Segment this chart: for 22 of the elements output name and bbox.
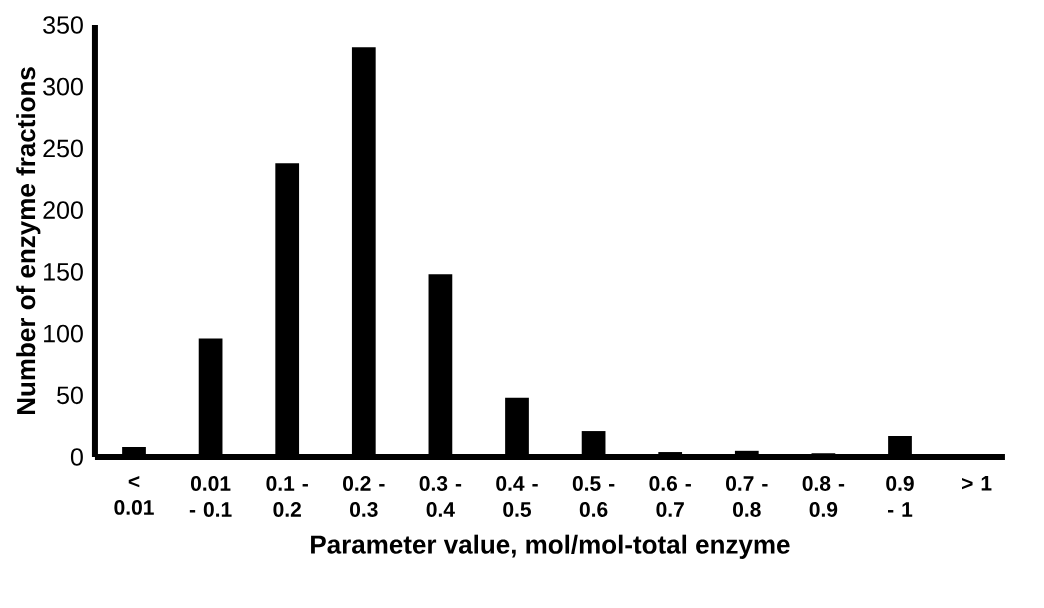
y-tick-label: 350 [43,16,83,34]
x-tick-label: > 1 [962,476,992,491]
y-tick-label: 200 [43,201,83,219]
x-tick-label: 0.6 - 0.7 [649,476,691,517]
y-tick-label: 0 [70,448,83,466]
x-tick-label: 0.5 - 0.6 [572,476,615,517]
x-tick-label: < 0.01 [114,476,154,515]
y-tick-label: 150 [44,263,83,281]
x-tick-label: 0.8 - 0.9 [802,476,845,517]
y-tick-label: 250 [43,139,83,158]
y-tick-label: 50 [57,386,83,405]
y-tick-label: 100 [44,324,83,343]
x-tick-label: 0.1 - 0.2 [266,476,308,517]
x-tick-label: 0.2 - 0.3 [343,476,385,517]
x-tick-label: 0.4 - 0.5 [496,476,538,517]
x-axis-title: Parameter value, mol/mol-total enzyme [311,534,790,559]
y-axis-title: Number of enzyme fractions [16,67,41,415]
y-tick-label: 300 [43,77,83,96]
x-tick-label: 0.9 - 1 [886,476,914,517]
x-tick-label: 0.3 - 0.4 [419,476,462,517]
x-tick-label: 0.01 - 0.1 [189,476,232,517]
x-tick-label: 0.7 - 0.8 [726,476,768,517]
